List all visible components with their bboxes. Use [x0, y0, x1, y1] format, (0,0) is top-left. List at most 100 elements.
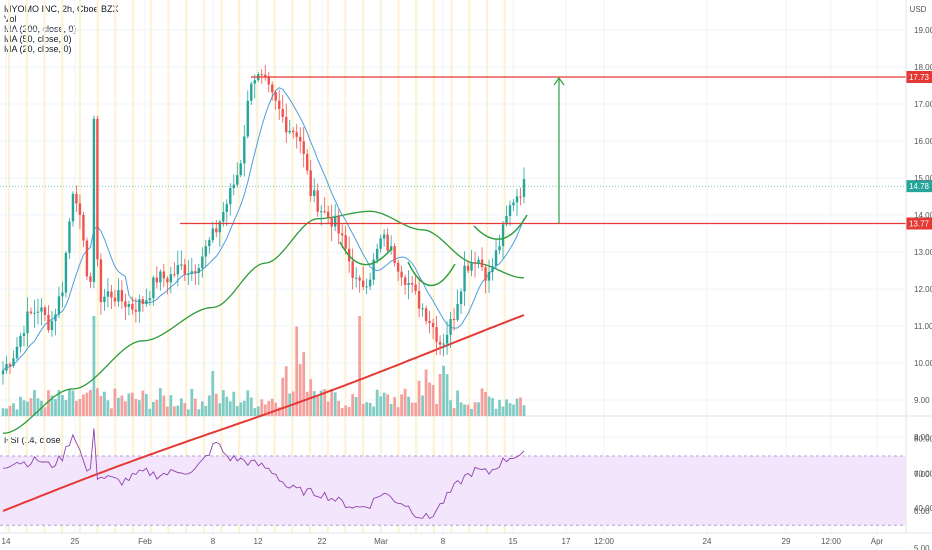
target-arrow-head [553, 76, 565, 86]
candle-body [414, 284, 417, 291]
candle-body [201, 256, 204, 269]
session-band [273, 0, 276, 533]
candle-body [316, 190, 319, 212]
rsi-band [0, 456, 906, 526]
time-tick-label: 17 [562, 537, 571, 546]
candle-body [267, 77, 270, 85]
study-ma20[interactable]: MA (20, close, 0) [4, 44, 72, 54]
candle-body [306, 153, 309, 171]
volume-bar [375, 389, 379, 416]
candle-body [26, 311, 29, 334]
volume-bar [246, 390, 250, 416]
candle-body [484, 267, 487, 281]
candle-body [421, 308, 424, 310]
candle-body [435, 327, 438, 342]
rsi-legend[interactable]: RSI (14, close) [4, 435, 64, 445]
candle-body [57, 296, 61, 315]
volume-bar [57, 390, 61, 416]
candle-body [292, 130, 295, 133]
volume-bar [501, 406, 505, 416]
volume-bar [260, 399, 264, 416]
volume-bar [340, 408, 344, 416]
volume-bar [344, 405, 348, 416]
candle-body [393, 246, 396, 263]
time-tick-label: Feb [138, 537, 152, 546]
volume-bar [452, 408, 456, 416]
price-tick-label: 6.00 [914, 507, 930, 516]
time-tick-label: Mar [374, 537, 388, 546]
candle-body [285, 116, 288, 133]
volume-bar [85, 392, 89, 416]
volume-bar [410, 402, 414, 416]
volume-bar [26, 401, 29, 416]
volume-bar [319, 390, 323, 416]
volume-bar [176, 405, 180, 416]
candle-body [512, 202, 515, 206]
candle-body [515, 196, 519, 203]
price-tick-label: 19.00 [914, 26, 932, 35]
volume-bar [330, 389, 334, 416]
candle-body [75, 193, 78, 204]
volume-bar [71, 390, 75, 416]
volume-bar [512, 404, 515, 416]
candle-body [190, 271, 194, 274]
candle-body [208, 240, 211, 247]
candle-body [236, 175, 239, 185]
candle-body [400, 271, 403, 278]
candle-body [43, 307, 47, 315]
volume-bar [197, 409, 201, 416]
volume-bar [312, 391, 316, 416]
candle-body [61, 292, 64, 297]
candle-body [117, 290, 120, 302]
candle-body [361, 280, 365, 287]
price-tick-label: 13.00 [914, 248, 932, 257]
volume-bar [473, 402, 477, 416]
price-tick-label: 12.00 [914, 285, 932, 294]
volume-bar [400, 394, 404, 416]
candle-body [96, 118, 99, 260]
volume-bar [127, 393, 131, 416]
candle-body [365, 286, 368, 288]
volume-bar [396, 407, 400, 416]
volume-bar [33, 390, 36, 416]
candle-body [110, 291, 113, 298]
volume-bar [89, 389, 92, 416]
volume-bar [103, 391, 106, 416]
candle-body [264, 74, 267, 78]
candle-body [141, 299, 145, 304]
volume-bar [421, 395, 424, 416]
volume-bar [298, 364, 302, 416]
volume-bar [47, 390, 50, 416]
volume-bar [277, 407, 281, 416]
candle-body [508, 205, 512, 216]
volume-bar [295, 326, 299, 416]
study-vol[interactable]: Vol [4, 14, 17, 24]
volume-bar [417, 380, 421, 416]
volume-bar [498, 399, 501, 416]
candle-body [162, 271, 166, 279]
last-price-label: 14.78 [909, 182, 930, 191]
volume-bar [242, 400, 246, 416]
ma200-line [2, 314, 525, 512]
volume-bars [1, 316, 526, 416]
candle-body [253, 80, 256, 84]
candle-body [271, 84, 274, 93]
study-ma50[interactable]: MA (50, close, 0) [4, 34, 72, 44]
volume-bar [522, 405, 526, 416]
candle-body [166, 278, 169, 283]
candle-body [319, 211, 323, 213]
session-band [25, 0, 28, 533]
volume-bar [134, 398, 138, 416]
candle-body [243, 136, 246, 164]
candle-body [64, 252, 68, 293]
candle-body [218, 221, 221, 233]
candle-body [428, 321, 431, 323]
volume-bar [365, 402, 369, 416]
candle-body [225, 204, 228, 212]
volume-bar [158, 388, 162, 416]
volume-bar [449, 400, 452, 416]
study-ma200[interactable]: MA (200, close, 0) [4, 24, 77, 34]
volume-bar [337, 400, 341, 416]
session-band [220, 0, 223, 533]
